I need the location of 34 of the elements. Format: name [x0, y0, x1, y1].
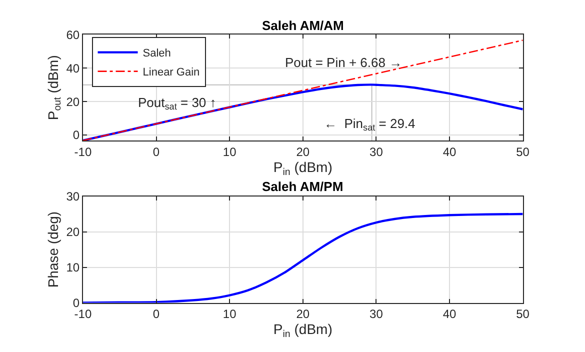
legend-label: Saleh	[142, 48, 171, 60]
x-tick-label: 10	[222, 144, 237, 159]
x-tick-label: 0	[152, 144, 160, 159]
y-axis-title: Phase (deg)	[44, 211, 61, 288]
x-tick-label: 30	[370, 144, 384, 159]
x-tick-label: 40	[442, 144, 456, 159]
y-tick-label: 10	[66, 260, 80, 274]
y-tick-label: 60	[66, 28, 80, 42]
y-tick-label: 40	[66, 61, 80, 76]
annotation: ← Pin$_{sat}$ = 29.4	[324, 116, 416, 133]
chart-title: Saleh AM/PM	[262, 179, 344, 194]
x-tick-label: 50	[516, 307, 530, 322]
annotation: Pout = Pin + 6.68 →	[285, 55, 402, 70]
x-tick-label: 40	[442, 307, 456, 322]
y-tick-label: 0	[72, 128, 80, 142]
x-axis-title: P$_{in}$ (dBm)	[273, 321, 332, 340]
x-tick-label: 30	[370, 307, 384, 322]
line-series	[82, 212, 523, 303]
x-tick-label: -10	[74, 307, 92, 322]
line-series	[82, 84, 523, 141]
y-tick-label: 0	[72, 296, 80, 310]
x-tick-label: 10	[222, 307, 237, 322]
x-tick-label: 0	[152, 307, 160, 322]
x-tick-label: 20	[296, 307, 310, 322]
legend-label: Linear Gain	[142, 66, 200, 79]
x-axis-title: P$_{in}$ (dBm)	[273, 158, 332, 178]
x-tick-label: -10	[74, 144, 92, 159]
x-tick-label: 50	[516, 144, 530, 159]
chart-title: Saleh AM/AM	[262, 18, 344, 33]
y-tick-label: 20	[66, 224, 80, 239]
y-tick-label: 20	[66, 94, 80, 109]
y-tick-label: 30	[66, 189, 80, 204]
x-tick-label: 20	[296, 144, 310, 159]
annotation: Pout$_{sat}$ = 30 ↑	[138, 95, 216, 112]
